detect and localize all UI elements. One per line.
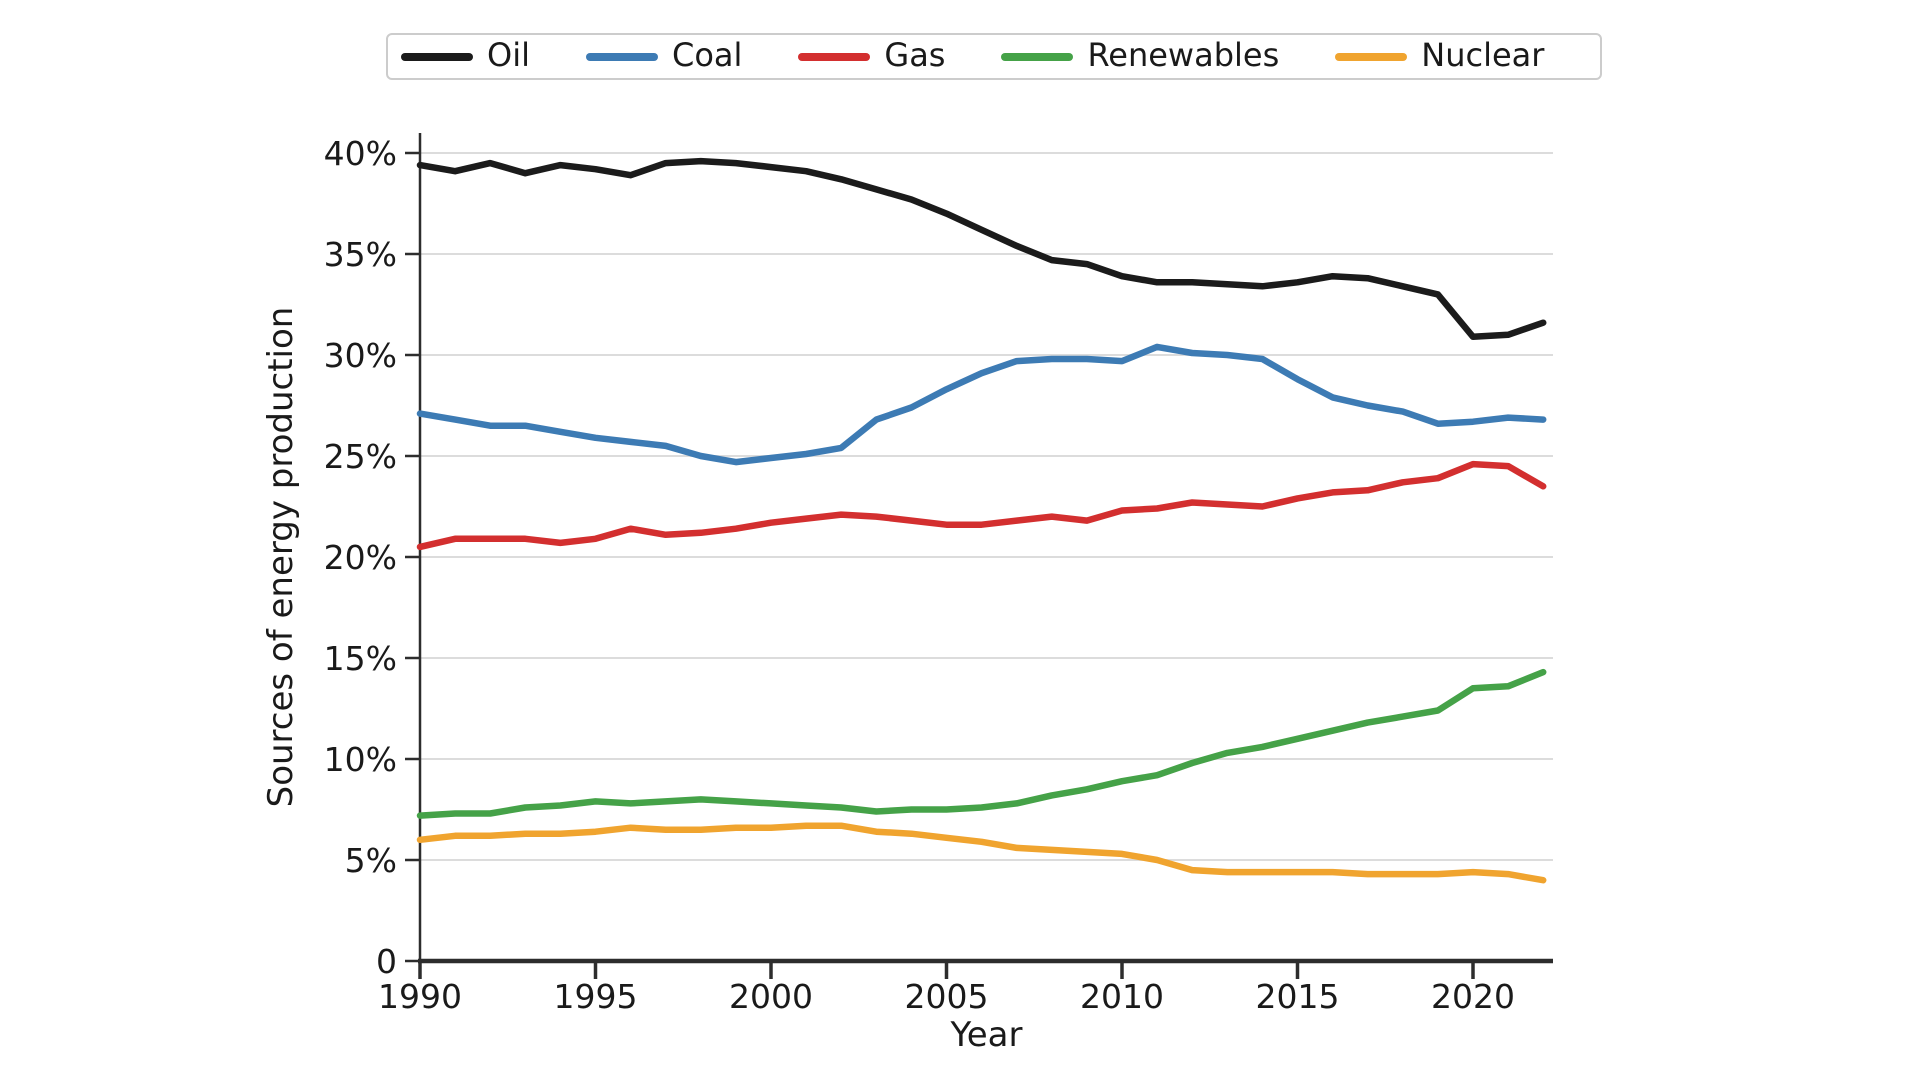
legend-label: Coal [671, 36, 743, 74]
legend-item-coal: Coal [585, 36, 743, 74]
y-tick-label: 0 [376, 942, 397, 981]
legend-swatch-coal [585, 52, 658, 61]
legend-label: Gas [884, 36, 946, 74]
x-tick-label: 2015 [1256, 977, 1340, 1016]
gridlines [420, 152, 1553, 861]
series-line-coal [416, 343, 1547, 466]
y-axis-title: Sources of energy production [261, 307, 301, 808]
y-tick-label: 40% [324, 134, 397, 173]
y-tick-label: 15% [324, 639, 397, 678]
y-tick-label: 30% [324, 336, 397, 375]
y-tick-label: 35% [324, 235, 397, 274]
series-line-oil [416, 157, 1547, 341]
legend-item-renewables: Renewables [1001, 39, 1279, 74]
chart-legend: Oil Coal Gas Renewables Nuclear [386, 33, 1602, 80]
y-tick-label: 20% [324, 538, 397, 577]
legend-label: Nuclear [1421, 36, 1545, 74]
legend-swatch-nuclear [1335, 52, 1408, 61]
series-line-renewables [416, 668, 1547, 819]
x-tick-label: 1995 [554, 977, 638, 1016]
x-tick-label: 1990 [378, 977, 462, 1016]
x-axis-title: Year [950, 1015, 1023, 1055]
y-tick-label: 10% [324, 740, 397, 779]
x-tick-label: 2000 [729, 977, 813, 1016]
x-tick-label: 2020 [1431, 977, 1515, 1016]
legend-swatch-gas [798, 52, 871, 61]
series-line-nuclear [416, 822, 1547, 884]
y-tick-label: 5% [345, 841, 397, 880]
legend-swatch-oil [401, 52, 473, 61]
legend-label: Oil [487, 36, 530, 74]
legend-label: Renewables [1087, 36, 1280, 74]
x-tick-label: 2005 [905, 977, 989, 1016]
legend-swatch-renewables [1001, 52, 1074, 61]
series-line-gas [416, 460, 1547, 551]
legend-item-gas: Gas [798, 39, 945, 74]
x-tick-label: 2010 [1080, 977, 1164, 1016]
legend-item-nuclear: Nuclear [1335, 39, 1544, 74]
legend-item-oil: Oil [401, 39, 530, 74]
y-tick-label: 25% [324, 437, 397, 476]
